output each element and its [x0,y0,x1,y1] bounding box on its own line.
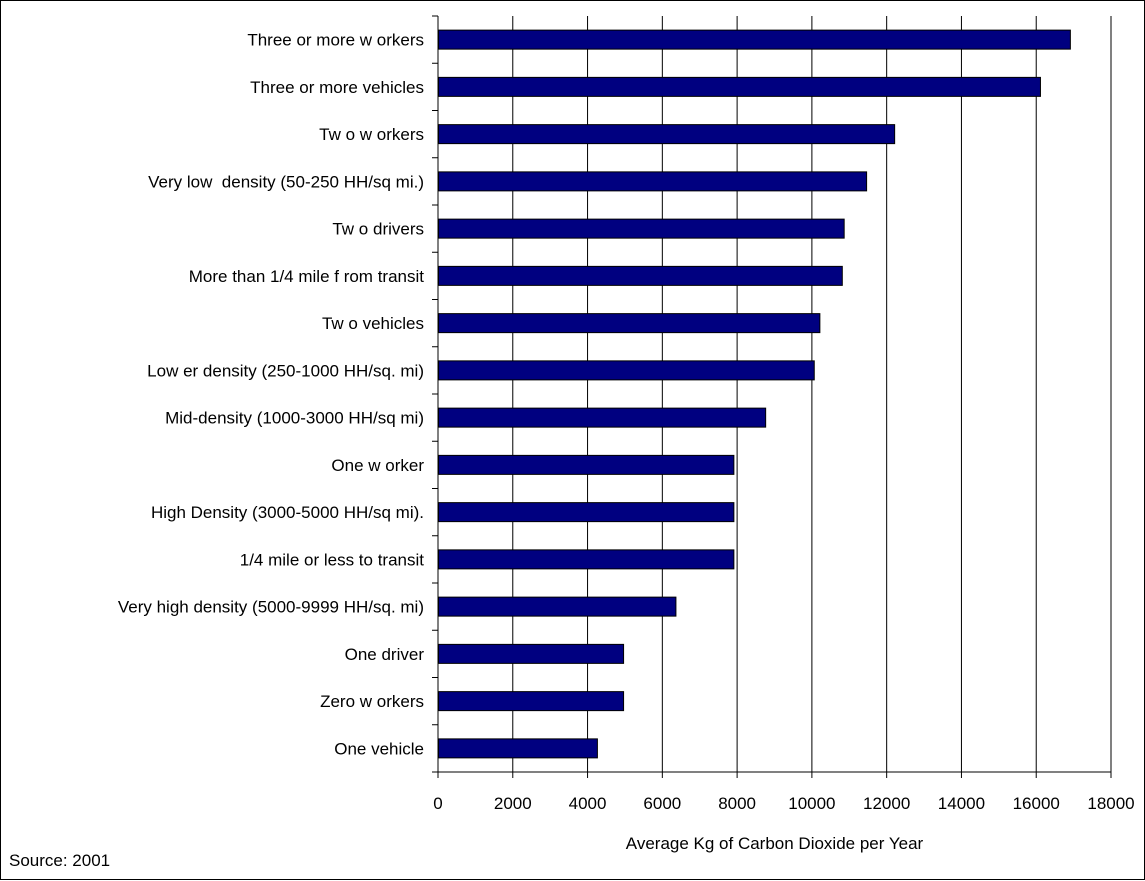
x-tick-label: 6000 [643,794,681,813]
x-tick-label: 0 [433,794,442,813]
x-tick-label: 16000 [1013,794,1060,813]
bar [438,218,845,239]
x-tick-label: 2000 [494,794,532,813]
bar [438,738,598,759]
bar [438,76,1041,97]
category-label: Tw o drivers [332,220,424,239]
category-label: Three or more vehicles [250,78,424,97]
bar [438,596,677,617]
category-label: Mid-density (1000-3000 HH/sq mi) [165,409,424,428]
bar [438,549,735,570]
x-tick-label: 14000 [938,794,985,813]
category-label: Zero w orkers [320,692,424,711]
bar [438,360,815,381]
category-label: One w orker [331,456,424,475]
category-label: Low er density (250-1000 HH/sq. mi) [147,361,424,380]
category-label: 1/4 mile or less to transit [240,550,425,569]
bar [438,124,896,145]
bar [438,265,843,286]
category-label: More than 1/4 mile f rom transit [189,267,425,286]
category-label: High Density (3000-5000 HH/sq mi). [151,503,424,522]
bar [438,29,1071,50]
x-tick-label: 10000 [788,794,835,813]
category-label: Tw o w orkers [319,125,424,144]
bar [438,313,821,334]
x-axis-title: Average Kg of Carbon Dioxide per Year [626,834,924,853]
bar [438,171,868,192]
bar [438,502,735,523]
category-label: Very low density (50-250 HH/sq mi.) [148,172,424,191]
x-tick-label: 12000 [863,794,910,813]
x-tick-label: 18000 [1087,794,1134,813]
x-tick-label: 8000 [718,794,756,813]
category-label: Three or more w orkers [247,31,424,50]
category-label: Very high density (5000-9999 HH/sq. mi) [118,598,424,617]
category-label: One driver [345,645,425,664]
bar [438,643,625,664]
x-tick-label: 4000 [569,794,607,813]
bar [438,454,735,475]
category-label: One vehicle [334,739,424,758]
bar [438,407,767,428]
bar [438,691,625,712]
category-label: Tw o vehicles [322,314,424,333]
source-note: Source: 2001 [9,851,111,870]
